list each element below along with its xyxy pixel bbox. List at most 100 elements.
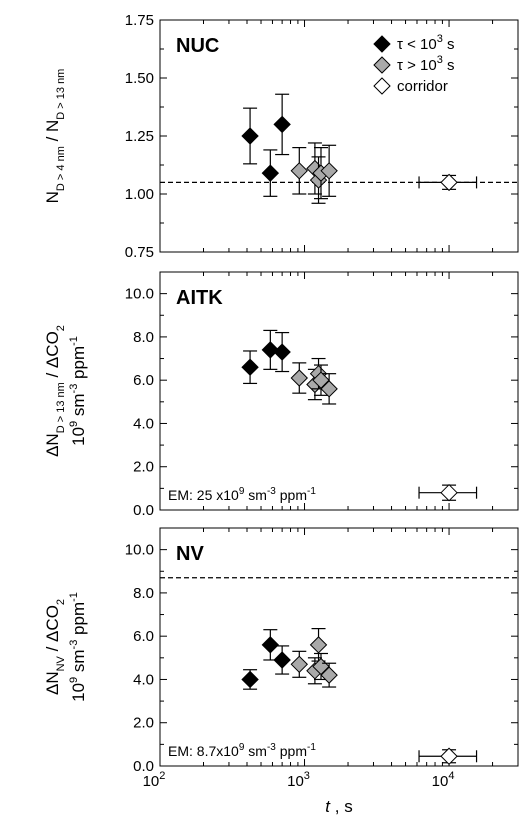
ylabel-sub: 2	[55, 325, 67, 331]
annotation-text: sm	[244, 743, 267, 759]
panel-0-ytick-label: 1.50	[125, 70, 154, 87]
xtick-base: 10	[143, 773, 160, 790]
panel-0-ytick-label: 1.25	[125, 128, 154, 145]
legend-text: corridor	[397, 78, 448, 95]
annotation-sup: -3	[267, 742, 276, 753]
panel-1-ytick-label: 10.0	[125, 286, 154, 303]
panel-0-point-long	[290, 162, 308, 180]
xtick-label: 102	[143, 770, 166, 790]
annotation-text: EM: 8.7x10	[168, 743, 239, 759]
xtick-base: 10	[432, 773, 449, 790]
ylabel-sup: 9	[68, 421, 80, 427]
panel-1-ylabel-line1: ΔND > 13 nm / ΔCO2	[43, 325, 67, 457]
ylabel-sup: -3	[68, 384, 80, 394]
panel-2-point-long	[320, 666, 338, 684]
panel-0-ytick-label: 1.00	[125, 186, 154, 203]
annotation-text: sm	[244, 487, 267, 503]
ylabel-sup: 9	[68, 677, 80, 683]
panel-1-point-long	[312, 371, 330, 389]
panel-2-annotation: EM: 8.7x109 sm-3 ppm-1	[168, 742, 316, 759]
panel-1: 0.0 2.0 4.0 6.0 8.0 10.0 AITK EM: 25 x109 sm-3 …	[43, 271, 519, 519]
panel-0-ytick-label: 1.75	[125, 12, 154, 29]
legend-sup: 3	[437, 33, 443, 45]
ylabel-text: N	[43, 191, 62, 203]
xtick-exp: 2	[159, 770, 165, 782]
panel-1-ytick-label: 0.0	[133, 502, 154, 519]
panel-0-point-corridor	[440, 173, 458, 192]
ylabel-text: 10	[69, 427, 88, 446]
ylabel-text: ppm	[69, 346, 88, 384]
xtick-exp: 4	[448, 770, 454, 782]
legend-label-short: τ < 103 s	[397, 33, 455, 53]
panel-0-ytick-label: 0.75	[125, 244, 154, 261]
panel-2-ylabel-line2: 109 sm-3 ppm-1	[68, 592, 88, 702]
legend-text: s	[443, 57, 455, 74]
ylabel-text: sm	[69, 649, 88, 676]
ylabel-sub: D > 13 nm	[55, 69, 67, 120]
panel-2-ytick-label: 2.0	[133, 715, 154, 732]
panel-2-point-corridor	[440, 747, 458, 765]
annotation-sup: -1	[307, 742, 316, 753]
ylabel-sub: D > 4 nm	[55, 146, 67, 191]
panel-0: 0.75 1.00 1.25 1.50 1.75 NUC τ < 103 sτ > 103 …	[43, 12, 519, 261]
panel-1-point-long	[290, 369, 308, 387]
panel-1-point-corridor	[440, 483, 458, 502]
panel-1-point-short	[273, 343, 291, 361]
panel-2-frame	[159, 527, 519, 767]
ylabel-sup: -1	[68, 336, 80, 346]
ylabel-text: ΔN	[43, 671, 62, 695]
panel-0-point-short	[273, 115, 291, 134]
panel-1-annotation: EM: 25 x109 sm-3 ppm-1	[168, 486, 316, 503]
ylabel-text: / ΔCO	[43, 605, 62, 656]
panel-2-point-long	[290, 655, 308, 674]
ylabel-text: 10	[69, 683, 88, 702]
panel-1-ytick-label: 2.0	[133, 459, 154, 476]
legend-marker-corridor	[373, 77, 391, 95]
ylabel-sub: 2	[55, 599, 67, 605]
ylabel-text: ppm	[69, 602, 88, 640]
ylabel-sub: NV	[55, 655, 67, 671]
ylabel-text: sm	[69, 393, 88, 420]
panel-2-point-short	[241, 670, 259, 689]
panel-1-ytick-label: 8.0	[133, 329, 154, 346]
panel-0-label: NUC	[176, 35, 219, 57]
x-axis-label-main: t	[325, 797, 331, 816]
panel-2-label: NV	[176, 543, 204, 565]
panel-1-ytick-label: 4.0	[133, 415, 154, 432]
xtick-base: 10	[287, 773, 304, 790]
annotation-text: EM: 25 x10	[168, 487, 239, 503]
panel-1-label: AITK	[176, 287, 223, 309]
ylabel-sub: D > 13 nm	[55, 382, 67, 433]
ylabel-text: / N	[43, 120, 62, 146]
panel-1-point-short	[261, 341, 280, 359]
annotation-sup: -1	[307, 486, 316, 497]
annotation-sup: 9	[239, 486, 245, 497]
panel-1-frame	[159, 271, 519, 511]
panel-2-ytick-label: 0.0	[133, 758, 154, 775]
panel-2-ytick-label: 8.0	[133, 585, 154, 602]
panel-2-point-long	[309, 636, 328, 654]
ylabel-text: / ΔCO	[43, 331, 62, 382]
legend-marker-long	[373, 56, 391, 74]
panel-2-ytick-label: 6.0	[133, 628, 154, 645]
ylabel-text: ΔN	[43, 433, 62, 457]
xtick-label: 103	[287, 770, 310, 790]
x-axis-label-unit: , s	[330, 797, 353, 816]
panel-2-point-short	[273, 651, 291, 669]
panel-2-ylabel-line1: ΔNNV / ΔCO2	[43, 599, 67, 695]
panel-0-point-short	[241, 127, 259, 145]
annotation-text: ppm	[276, 487, 307, 503]
xtick-label: 104	[432, 770, 455, 790]
legend-text: τ < 10	[397, 36, 437, 53]
panel-2-ytick-label: 10.0	[125, 542, 154, 559]
legend-label-corridor: corridor	[397, 78, 448, 95]
legend-sup: 3	[437, 54, 443, 66]
legend-text: s	[443, 36, 455, 53]
panel-2-ytick-label: 4.0	[133, 671, 154, 688]
panel-1-ytick-label: 6.0	[133, 372, 154, 389]
legend-text: τ > 10	[397, 57, 437, 74]
legend-marker-short	[373, 35, 391, 53]
panel-1-point-long	[320, 380, 338, 398]
annotation-text: ppm	[276, 743, 307, 759]
